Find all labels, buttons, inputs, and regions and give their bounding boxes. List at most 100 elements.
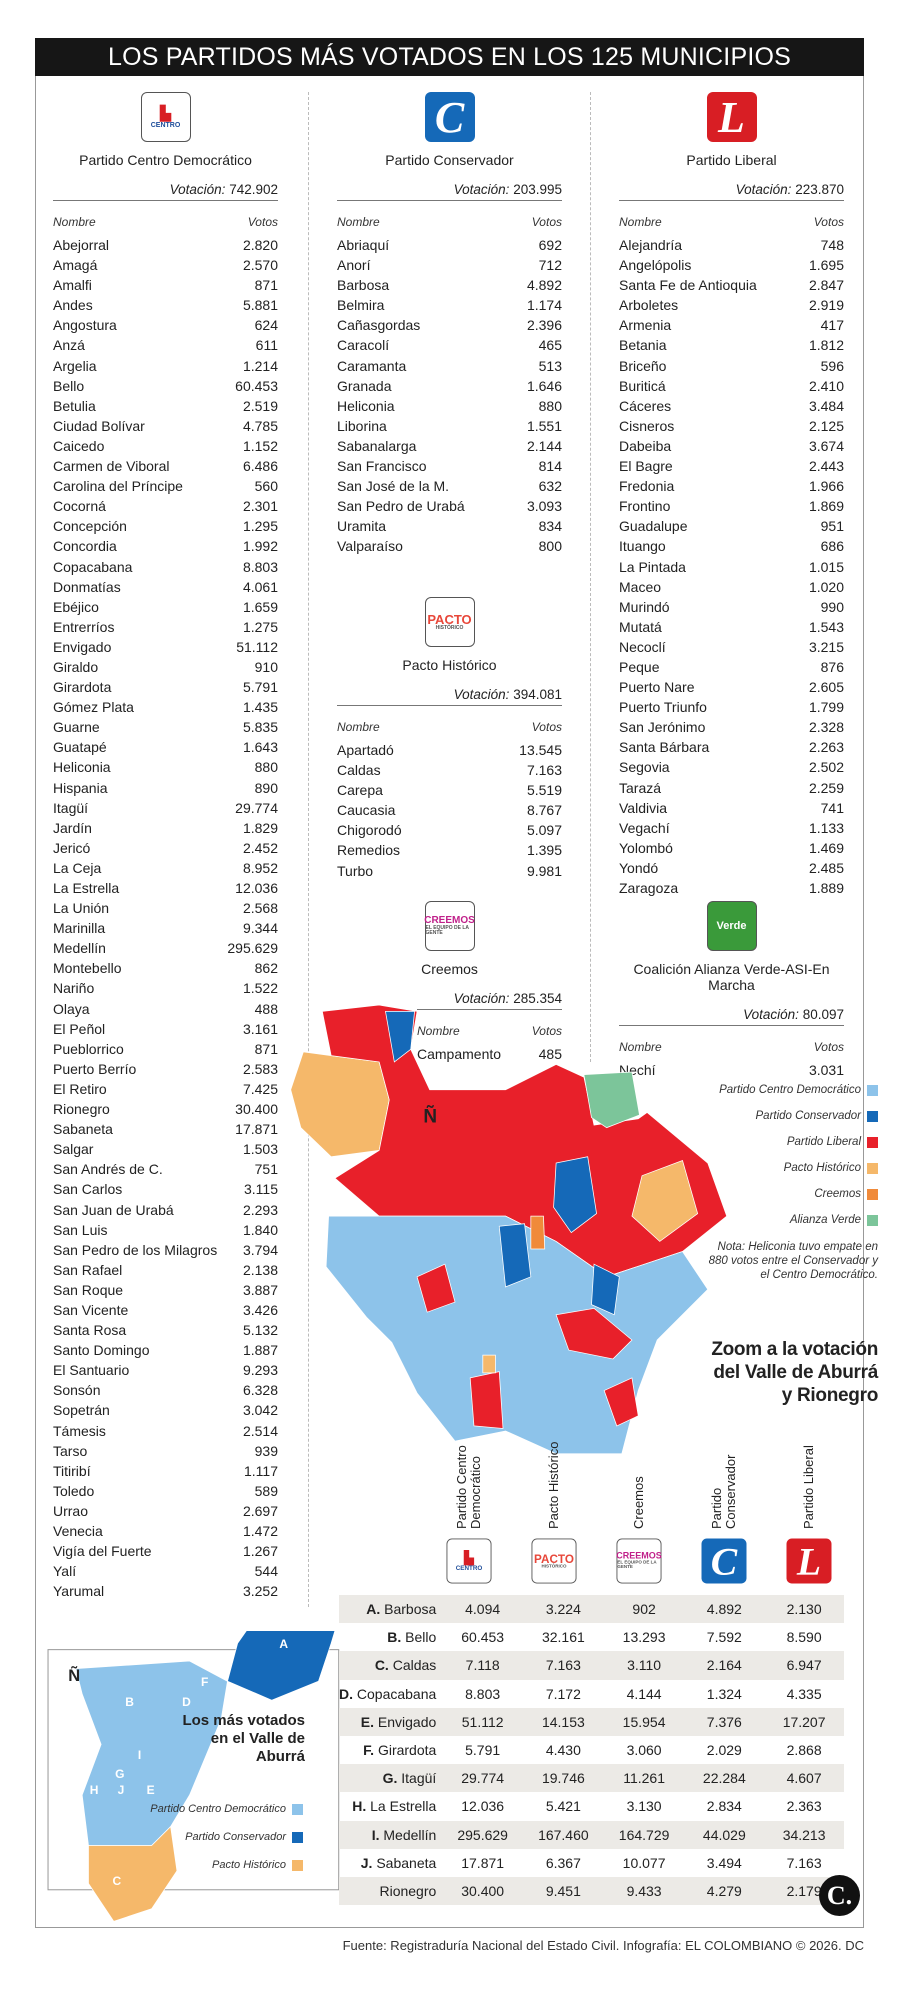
- list-item: Donmatías 4.061: [53, 577, 278, 597]
- table-row: D. Copacabana 8.803 7.172 4.144 1.324 4.335: [339, 1680, 844, 1708]
- list-item: Amalfi 871: [53, 275, 278, 295]
- vote-count: 1.267: [242, 1543, 278, 1560]
- list-item: Buriticá 2.410: [619, 376, 844, 396]
- list-item: Necoclí 3.215: [619, 637, 844, 657]
- vote-count: 6.486: [242, 458, 278, 475]
- column-party-name: Partido Conservador: [708, 1454, 738, 1529]
- party-total-votes: Votación: 742.902: [53, 182, 278, 201]
- municipality-list: Abejorral 2.820 Amagá 2.570 Amalfi 871 Andes 5.…: [53, 235, 278, 1601]
- table-column-header: Partido Centro Democrático ▙ CENTRO: [426, 1441, 511, 1586]
- aburra-map-label: F: [201, 1674, 209, 1689]
- table-row: Rionegro 30.400 9.451 9.433 4.279 2.179: [339, 1876, 844, 1906]
- list-item: Granada 1.646: [337, 376, 562, 396]
- vote-count: 2.138: [242, 1261, 278, 1278]
- list-item: Yolombó 1.469: [619, 838, 844, 858]
- list-item: Cocorná 2.301: [53, 496, 278, 516]
- municipality-name: Nariño: [53, 980, 95, 997]
- list-header: Nombre Votos: [337, 215, 562, 229]
- aburra-map-label: I: [137, 1747, 142, 1762]
- vote-count: 1.887: [242, 1342, 278, 1359]
- municipality-cell: B. Bello: [339, 1623, 442, 1651]
- vote-count: 800: [538, 538, 562, 555]
- vote-count: 8.803: [242, 558, 278, 575]
- vote-cell: 4.094: [465, 1601, 501, 1618]
- vote-count: 3.215: [808, 638, 844, 655]
- vote-cell: 2.130: [786, 1601, 822, 1618]
- vote-count: 4.892: [526, 277, 562, 294]
- vote-count: 51.112: [236, 638, 278, 655]
- vote-count: 2.568: [242, 900, 278, 917]
- vote-count: 686: [820, 538, 844, 555]
- vote-count: 8.767: [526, 802, 562, 819]
- list-item: Urrao 2.697: [53, 1501, 278, 1521]
- legend-swatch: [867, 1162, 878, 1174]
- nombre-header: Nombre: [53, 215, 96, 229]
- municipality-name: Guarne: [53, 719, 100, 736]
- municipality-name: Amalfi: [53, 277, 92, 294]
- vote-count: 876: [820, 658, 844, 675]
- municipality-name: Anzá: [53, 337, 85, 354]
- municipality-name: Campamento: [417, 1046, 502, 1062]
- list-item: Mutatá 1.543: [619, 617, 844, 637]
- municipality-name: Envigado: [377, 1713, 437, 1730]
- vote-count: 2.697: [242, 1502, 278, 1519]
- municipality-name: La Estrella: [53, 880, 120, 896]
- municipality-name: Betania: [619, 337, 667, 354]
- table-row: I. Medellín 295.629 167.460 164.729 44.029 34…: [339, 1820, 844, 1849]
- vote-count: 1.659: [242, 598, 278, 615]
- vote-count: 465: [538, 337, 562, 354]
- municipality-name: Montebello: [53, 960, 122, 977]
- liberal-logo: L: [706, 92, 757, 142]
- vote-count: 2.820: [242, 237, 278, 253]
- list-item: Abriaquí 692: [337, 235, 562, 255]
- municipality-name: Liborina: [337, 417, 387, 434]
- creemos-logo: CREEMOS EL EQUIPO DE LA GENTE: [616, 1538, 661, 1584]
- vote-count: 5.791: [242, 679, 278, 696]
- list-item: Barbosa 4.892: [337, 275, 562, 295]
- municipality-name: Anorí: [337, 257, 371, 274]
- municipality-name: Cáceres: [619, 397, 672, 414]
- vote-cell: 29.774: [461, 1770, 505, 1787]
- map-region-liberal: [416, 1263, 456, 1313]
- municipality-name: Concepción: [53, 518, 127, 535]
- legend-label: Partido Liberal: [786, 1136, 861, 1148]
- list-item: El Bagre 2.443: [619, 456, 844, 476]
- map-letter: F.: [363, 1742, 375, 1759]
- municipality-name: Buriticá: [619, 377, 666, 394]
- table-row: A. Barbosa 4.094 3.224 902 4.892 2.130: [339, 1595, 844, 1624]
- total-value: 742.902: [229, 182, 278, 197]
- municipality-list: Alejandría 748 Angelópolis 1.695 Santa Fe de…: [619, 235, 844, 898]
- municipality-name: San Rafael: [53, 1261, 123, 1278]
- municipality-cell: Rionegro: [339, 1877, 442, 1905]
- table-column-header: Partido Conservador C: [681, 1441, 766, 1586]
- map-note: Nota: Heliconia tuvo empate en 880 votos…: [708, 1241, 878, 1281]
- legend-item: Partido Conservador: [150, 1823, 303, 1851]
- list-item: Zaragoza 1.889: [619, 878, 844, 898]
- list-item: Itagüí 29.774: [53, 798, 278, 818]
- vote-count: 9.344: [242, 920, 278, 937]
- vote-count: 9.981: [526, 862, 562, 879]
- legend-label: Partido Conservador: [185, 1830, 286, 1843]
- municipality-name: San Jerónimo: [619, 719, 706, 736]
- vote-count: 1.812: [808, 337, 844, 354]
- list-item: Alejandría 748: [619, 235, 844, 255]
- municipality-name: Vigía del Fuerte: [53, 1543, 152, 1560]
- list-header: Nombre Votos: [619, 1040, 844, 1054]
- municipality-name: Abriaquí: [337, 237, 390, 253]
- aburra-map: Ñ: [47, 1630, 340, 1922]
- vote-cell: 2.029: [706, 1742, 742, 1759]
- municipality-name: Toledo: [53, 1482, 95, 1499]
- legend-swatch: [292, 1859, 303, 1871]
- municipality-name: Turbo: [337, 862, 374, 879]
- antioquia-map: Ñ: [290, 1004, 728, 1455]
- list-item: Caucasia 8.767: [337, 800, 562, 820]
- municipality-name: Caicedo: [53, 437, 105, 454]
- municipality-name: Guatapé: [53, 739, 107, 756]
- list-item: Giraldo 910: [53, 657, 278, 677]
- party-total-votes: Votación: 80.097: [619, 1007, 844, 1026]
- municipality-name: San Vicente: [53, 1301, 129, 1318]
- municipality-name: Támesis: [53, 1422, 106, 1439]
- municipality-name: Uramita: [337, 518, 387, 535]
- list-item: San Pedro de Urabá 3.093: [337, 496, 562, 516]
- municipality-name: San Pedro de los Milagros: [53, 1241, 218, 1258]
